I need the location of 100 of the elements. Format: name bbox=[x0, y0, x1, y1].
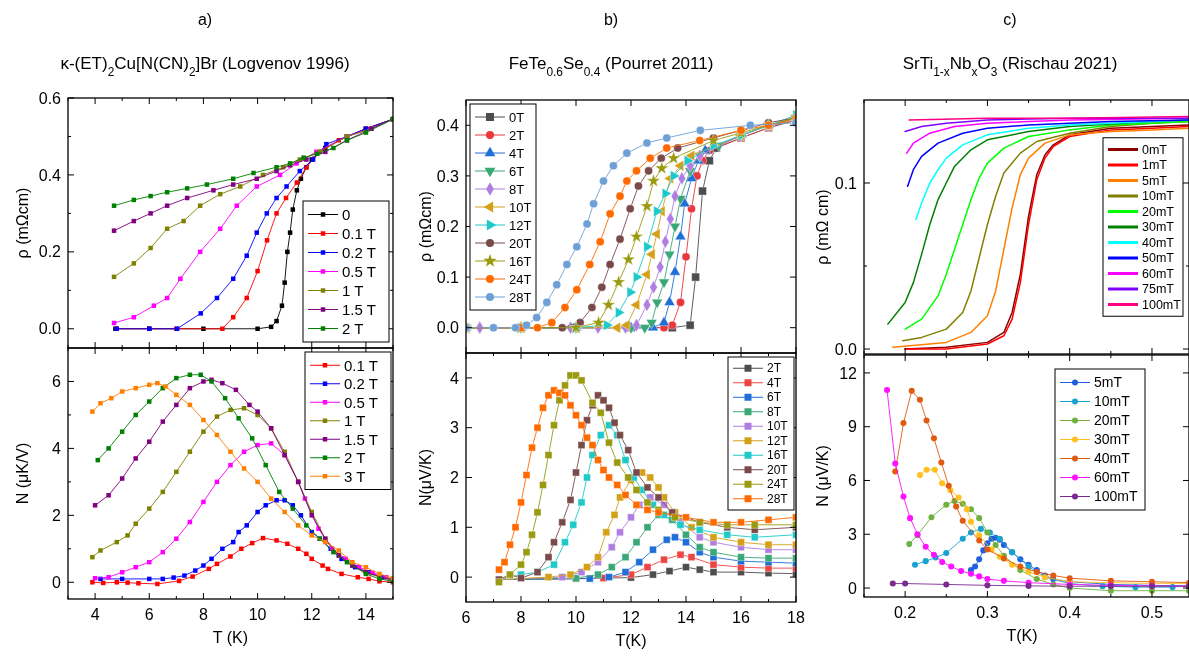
x-tick-label: 10 bbox=[248, 606, 267, 623]
legend-label: 0 bbox=[342, 205, 351, 223]
legend-label: 10T bbox=[509, 199, 532, 215]
x-tick-label: 0.3 bbox=[976, 604, 999, 621]
legend-label: 12T bbox=[767, 433, 789, 448]
legend-label: 100mT bbox=[1094, 488, 1139, 505]
legend-label: 12T bbox=[509, 217, 532, 233]
y-tick-label: 0.3 bbox=[436, 167, 460, 185]
y-axis-title: N (μV/K) bbox=[813, 445, 831, 507]
x-tick-label: 18 bbox=[787, 609, 805, 626]
y-axis-title: N(μV/K) bbox=[416, 448, 434, 507]
legend-label: 1.5 T bbox=[342, 300, 376, 318]
legend-label: 20T bbox=[767, 462, 789, 477]
y-tick-label: 0.0 bbox=[436, 319, 460, 337]
x-tick-label: 12 bbox=[622, 609, 640, 626]
y-tick-label: 0.4 bbox=[436, 116, 460, 134]
y-tick-label: 0.1 bbox=[834, 174, 858, 192]
legend-label: 100mT bbox=[1142, 297, 1182, 312]
y-tick-label: 4 bbox=[450, 369, 460, 387]
x-tick-label: 8 bbox=[198, 606, 208, 623]
y-axis-title: N (μK/V) bbox=[13, 442, 31, 505]
legend-label: 1.5 T bbox=[344, 430, 378, 448]
legend-label: 50mT bbox=[1142, 251, 1175, 266]
legend-label: 6T bbox=[767, 390, 782, 405]
chart-title: κ-(ET)$_{2}$Cu[N(CN)$_{2}$]Br (Logvenov 1996) bbox=[60, 54, 350, 79]
x-tick-label: 6 bbox=[144, 606, 154, 623]
legend-label: 1mT bbox=[1142, 158, 1168, 173]
legend-label: 3 T bbox=[344, 467, 366, 485]
x-tick-label: 0.2 bbox=[894, 604, 917, 621]
legend-label: 10mT bbox=[1094, 393, 1131, 410]
y-axis-title: ρ (mΩcm) bbox=[416, 191, 434, 262]
x-axis-title: T(K) bbox=[615, 632, 647, 649]
y-tick-label: 6 bbox=[52, 373, 62, 391]
x-tick-label: 4 bbox=[90, 606, 100, 623]
x-tick-label: 14 bbox=[357, 606, 375, 623]
legend-label: 8T bbox=[509, 181, 525, 197]
legend-label: 4T bbox=[767, 375, 782, 390]
legend-label: 60mT bbox=[1142, 266, 1175, 281]
y-tick-label: 9 bbox=[848, 418, 858, 436]
legend-label: 5mT bbox=[1142, 173, 1168, 188]
y-tick-label: 1 bbox=[450, 518, 460, 536]
y-tick-label: 12 bbox=[839, 364, 858, 382]
y-tick-label: 6 bbox=[848, 472, 858, 490]
legend-label: 16T bbox=[509, 253, 532, 269]
y-tick-label: 0 bbox=[848, 579, 858, 597]
x-axis-title: T(K) bbox=[1006, 627, 1038, 644]
legend-label: 0.2 T bbox=[344, 375, 378, 392]
legend-label: 24T bbox=[509, 271, 532, 287]
y-axis-title: ρ (mΩcm) bbox=[13, 187, 31, 259]
legend-label: 28T bbox=[509, 289, 532, 305]
legend-label: 2 T bbox=[342, 319, 364, 337]
y-tick-label: 2 bbox=[450, 469, 460, 487]
text: a) bbox=[197, 11, 213, 28]
legend-label: 5mT bbox=[1094, 374, 1123, 391]
legend-label: 2T bbox=[767, 361, 782, 376]
legend-label: 1 T bbox=[344, 412, 366, 429]
y-tick-label: 0.1 bbox=[436, 268, 460, 286]
x-tick-label: 16 bbox=[732, 609, 750, 626]
y-tick-label: 3 bbox=[450, 419, 460, 437]
legend-label: 20mT bbox=[1094, 412, 1131, 429]
y-tick-label: 0 bbox=[52, 573, 62, 591]
legend-label: 0.1 T bbox=[344, 356, 378, 374]
legend-label: 10T bbox=[767, 419, 789, 434]
legend-label: 40mT bbox=[1142, 235, 1175, 250]
legend-label: 0.5 T bbox=[342, 262, 376, 280]
chart-title: FeTe$_{0.6}$Se$_{0.4}$ (Pourret 2011) bbox=[508, 54, 714, 79]
y-tick-label: 0.6 bbox=[38, 89, 62, 107]
x-tick-label: 14 bbox=[677, 609, 695, 626]
legend-label: 30mT bbox=[1094, 431, 1131, 448]
chart-title: SrTi$_{1-x}$Nb$_{x}$O$_{3}$ (Rischau 2021) bbox=[902, 54, 1118, 79]
legend-label: 6T bbox=[509, 163, 525, 179]
text: c) bbox=[1003, 11, 1017, 28]
y-tick-label: 0.2 bbox=[38, 243, 62, 261]
legend-label: 2 T bbox=[344, 449, 366, 466]
legend-label: 28T bbox=[767, 491, 789, 506]
y-tick-label: 0.0 bbox=[38, 320, 62, 338]
legend-label: 75mT bbox=[1142, 282, 1175, 297]
x-tick-label: 10 bbox=[567, 609, 585, 626]
y-axis-title: ρ (mΩ cm) bbox=[813, 189, 831, 265]
legend-label: 1 T bbox=[342, 281, 364, 299]
legend-label: 24T bbox=[767, 477, 789, 492]
legend-label: 8T bbox=[767, 404, 782, 419]
legend-label: 0.2 T bbox=[342, 243, 376, 261]
legend-label: 30mT bbox=[1142, 220, 1175, 235]
legend-label: 16T bbox=[767, 448, 789, 463]
x-tick-label: 6 bbox=[461, 609, 471, 626]
y-tick-label: 3 bbox=[848, 525, 858, 543]
y-tick-label: 4 bbox=[52, 440, 62, 457]
x-tick-label: 0.5 bbox=[1140, 604, 1164, 621]
legend-label: 60mT bbox=[1094, 469, 1131, 486]
y-tick-label: 0.0 bbox=[834, 340, 858, 358]
x-tick-label: 0.4 bbox=[1058, 604, 1081, 621]
text: b) bbox=[603, 11, 619, 28]
legend-label: 0.1 T bbox=[342, 224, 376, 242]
y-tick-label: 2 bbox=[52, 506, 62, 524]
x-tick-label: 8 bbox=[516, 609, 526, 626]
legend-label: 20mT bbox=[1142, 204, 1175, 219]
y-tick-label: 0.4 bbox=[38, 166, 62, 184]
legend-label: 0mT bbox=[1142, 142, 1168, 157]
legend-label: 0.5 T bbox=[344, 393, 378, 411]
